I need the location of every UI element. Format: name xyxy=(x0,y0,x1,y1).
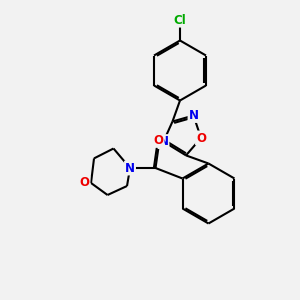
Text: O: O xyxy=(154,134,164,147)
Text: N: N xyxy=(125,161,135,175)
Text: N: N xyxy=(188,109,199,122)
Text: O: O xyxy=(80,176,89,190)
Text: Cl: Cl xyxy=(174,14,186,27)
Text: N: N xyxy=(158,135,169,148)
Text: O: O xyxy=(196,131,206,145)
